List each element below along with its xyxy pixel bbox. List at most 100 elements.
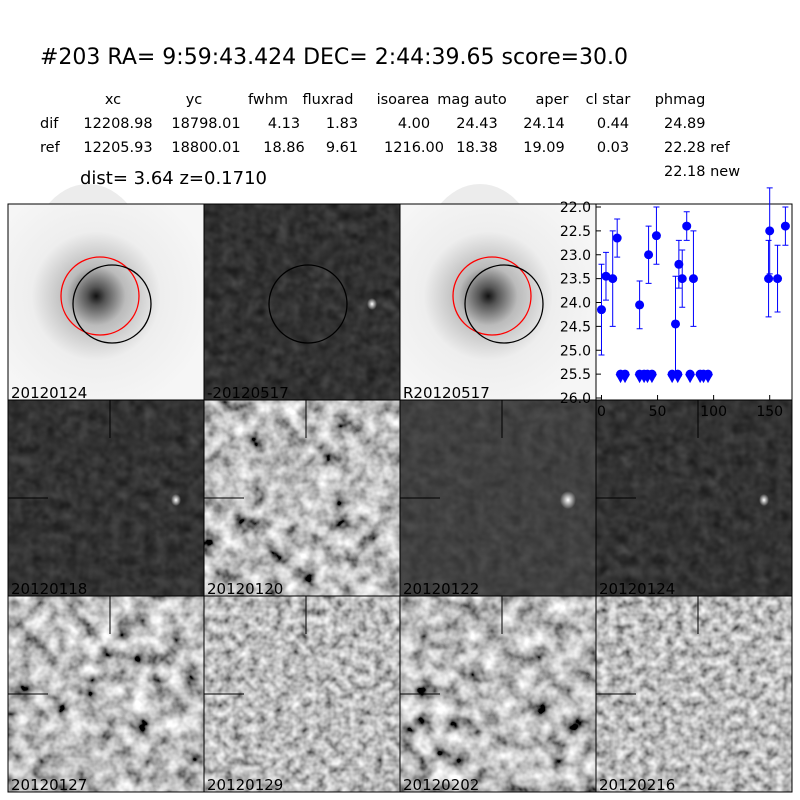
table-cell: 18.86: [263, 140, 305, 156]
data-point: [647, 369, 657, 379]
source: [367, 298, 377, 310]
panel-label: 20120124: [11, 384, 87, 402]
data-point: [673, 369, 683, 379]
data-point: [596, 305, 606, 315]
image-panel: 20120118: [7, 399, 205, 598]
table-cell: 4.13: [268, 116, 300, 132]
table-cell: 18.38: [456, 140, 498, 156]
table-cell: 1.83: [326, 116, 358, 132]
y-tick-label: 23.5: [560, 272, 591, 288]
x-tick-label: 100: [700, 404, 727, 420]
panel-frame: [595, 595, 793, 793]
panel-label: 20120202: [403, 776, 479, 794]
x-tick-label: 150: [756, 404, 783, 420]
table-cell: 19.09: [523, 140, 565, 156]
data-point: [670, 319, 680, 329]
panel-label: -20120517: [207, 384, 289, 402]
dist-z: dist= 3.64 z=0.1710: [80, 168, 267, 189]
image-panel: 20120120: [203, 399, 401, 598]
column-header: phmag: [655, 92, 706, 108]
plot-bg: [595, 203, 793, 401]
data-point: [651, 231, 661, 241]
table-note: 22.18 new: [664, 164, 740, 180]
image-panel: 20120216: [595, 595, 793, 794]
table-cell: 9.61: [326, 140, 358, 156]
panel-label: 20120124: [599, 580, 675, 598]
column-header: aper: [536, 92, 569, 108]
x-tick-label: 50: [649, 404, 667, 420]
panel-label: 20120129: [207, 776, 283, 794]
data-point: [644, 250, 654, 260]
y-tick-label: 23.0: [560, 248, 591, 264]
aperture-black: [72, 264, 152, 344]
data-point: [608, 274, 618, 284]
table-cell: 0.44: [597, 116, 629, 132]
image-panel: 20120124: [7, 184, 205, 402]
aperture-red: [60, 256, 140, 336]
title: #203 RA= 9:59:43.424 DEC= 2:44:39.65 sco…: [40, 45, 628, 70]
table-cell: 18798.01: [171, 116, 240, 132]
y-tick-label: 25.5: [560, 367, 591, 383]
table-cell: 4.00: [398, 116, 430, 132]
table-cell: 24.89: [664, 116, 706, 132]
panels: 20120124 -20120517 R20120517 20120118 201201…: [7, 184, 793, 794]
image-panel: R20120517: [399, 184, 597, 402]
image-panel: 20120202: [399, 595, 597, 794]
data-point: [765, 226, 775, 236]
table-cell: 1216.00: [384, 140, 444, 156]
aperture-black: [268, 264, 348, 344]
panel-label: 20120120: [207, 580, 283, 598]
galaxy: [400, 204, 596, 400]
row-label: ref: [40, 140, 61, 156]
y-tick-label: 26.0: [560, 391, 591, 407]
table-cell: 0.03: [597, 140, 629, 156]
panel-label: 20120122: [403, 580, 479, 598]
aperture-red: [452, 256, 532, 336]
data-point: [635, 300, 645, 310]
panel-label: 20120118: [11, 580, 87, 598]
column-header: fluxrad: [303, 92, 354, 108]
row-label: dif: [40, 116, 59, 132]
data-point: [688, 274, 698, 284]
table-cell: 12208.98: [83, 116, 152, 132]
image-panel: -20120517: [203, 203, 401, 402]
panel-label: 20120127: [11, 776, 87, 794]
data-point: [703, 369, 713, 379]
y-tick-label: 22.0: [560, 200, 591, 216]
y-tick-label: 25.0: [560, 343, 591, 359]
table-cell: 18800.01: [171, 140, 240, 156]
galaxy: [8, 204, 204, 400]
image-panel: 20120124: [595, 399, 793, 598]
column-header: fwhm: [248, 92, 288, 108]
column-header: isoarea: [377, 92, 430, 108]
data-point: [677, 274, 687, 284]
table-cell: 24.14: [523, 116, 565, 132]
source: [759, 494, 769, 506]
column-header: cl star: [586, 92, 631, 108]
y-tick-label: 24.0: [560, 296, 591, 312]
image-panel: 20120127: [7, 595, 205, 794]
aperture-black: [464, 264, 544, 344]
source: [171, 494, 181, 506]
data-point: [780, 221, 790, 231]
table-cell: 12205.93: [83, 140, 152, 156]
y-tick-label: 24.5: [560, 319, 591, 335]
image-panel: 20120129: [203, 595, 401, 794]
column-header: mag auto: [437, 92, 507, 108]
data-point: [685, 369, 695, 379]
column-header: yc: [186, 92, 203, 108]
light-curve: 22.0 22.5 23.0 23.5 24.0 24.5 25.0 25.5 26.0 0 50 1…: [560, 187, 793, 420]
column-header: xc: [105, 92, 121, 108]
table-cell: 24.43: [456, 116, 498, 132]
x-tick-label: 0: [597, 404, 606, 420]
data-point: [773, 274, 783, 284]
image-panel: 20120122: [399, 399, 597, 598]
panel-label: 20120216: [599, 776, 675, 794]
y-tick-label: 22.5: [560, 224, 591, 240]
source: [560, 491, 576, 509]
data-point: [682, 221, 692, 231]
data-point: [764, 274, 774, 284]
data-point: [620, 369, 630, 379]
data-point: [612, 233, 622, 243]
